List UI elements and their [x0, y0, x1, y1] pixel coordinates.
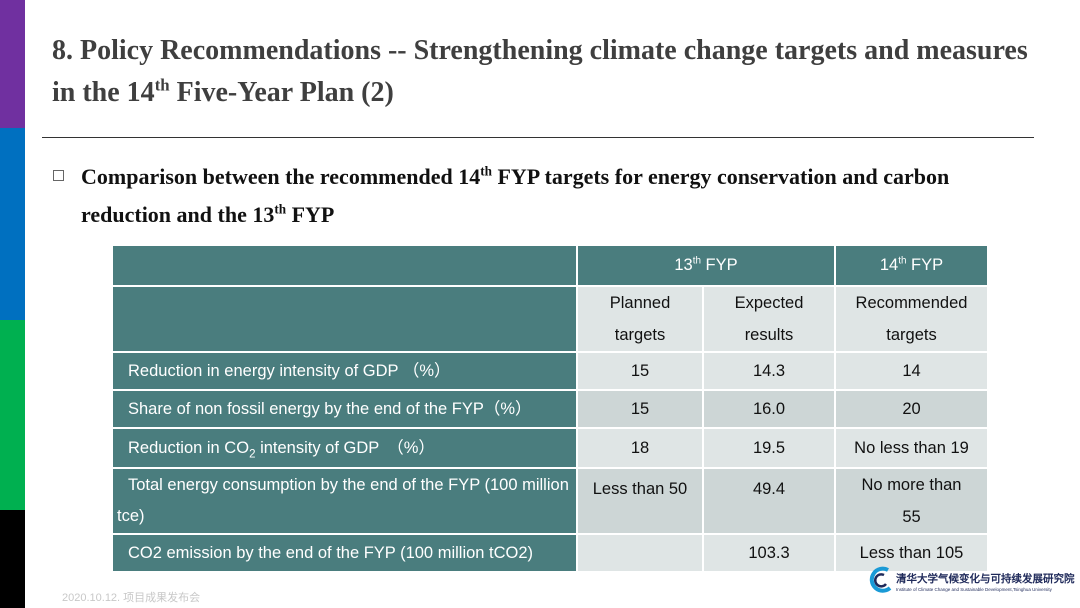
cell: 49.4 — [704, 469, 836, 535]
stripe-black — [0, 510, 25, 608]
row-label: Share of non fossil energy by the end of… — [113, 391, 578, 429]
bullet-text: Comparison between the recommended 14th … — [81, 163, 950, 227]
comparison-table: 13th FYP 14th FYP Planned targets Expect… — [113, 246, 989, 573]
cell: 103.3 — [704, 535, 836, 573]
cell: No less than 19 — [836, 429, 989, 469]
cell: 20 — [836, 391, 989, 429]
cell: Less than 105 — [836, 535, 989, 573]
cell: 19.5 — [704, 429, 836, 469]
row-label: Total energy consumption by the end of t… — [113, 469, 578, 535]
cell: 15 — [578, 353, 704, 391]
title: 8. Policy Recommendations -- Strengtheni… — [52, 35, 1028, 108]
stripe-purple — [0, 0, 25, 128]
cell: No more than 55 — [836, 469, 989, 535]
column-header: Expected results — [704, 287, 836, 353]
cell: 16.0 — [704, 391, 836, 429]
cell: 18 — [578, 429, 704, 469]
divider — [42, 137, 1034, 138]
row-label: Reduction in energy intensity of GDP （%） — [113, 353, 578, 391]
cell: 14.3 — [704, 353, 836, 391]
cell — [578, 535, 704, 573]
cell: Less than 50 — [578, 469, 704, 535]
cell: 14 — [836, 353, 989, 391]
footer-date: 2020.10.12. 项目成果发布会 — [62, 592, 201, 604]
stripe-green — [0, 320, 25, 510]
logo-icon — [869, 566, 892, 593]
group-header: 13th FYP — [578, 246, 836, 287]
logo-text: 清华大学气候变化与可持续发展研究院 — [896, 573, 1075, 585]
corner-cell — [113, 246, 578, 287]
stripe-blue — [0, 128, 25, 320]
bullet-box — [53, 170, 64, 181]
row-label: CO2 emission by the end of the FYP (100 … — [113, 535, 578, 573]
logo-subtext: Institute of Climate Change and Sustaina… — [896, 587, 1052, 592]
column-header: Recommended targets — [836, 287, 989, 353]
column-header: Planned targets — [578, 287, 704, 353]
label-header — [113, 287, 578, 353]
group-header: 14th FYP — [836, 246, 989, 287]
row-label: Reduction in CO2 intensity of GDP （%） — [113, 429, 578, 469]
cell: 15 — [578, 391, 704, 429]
